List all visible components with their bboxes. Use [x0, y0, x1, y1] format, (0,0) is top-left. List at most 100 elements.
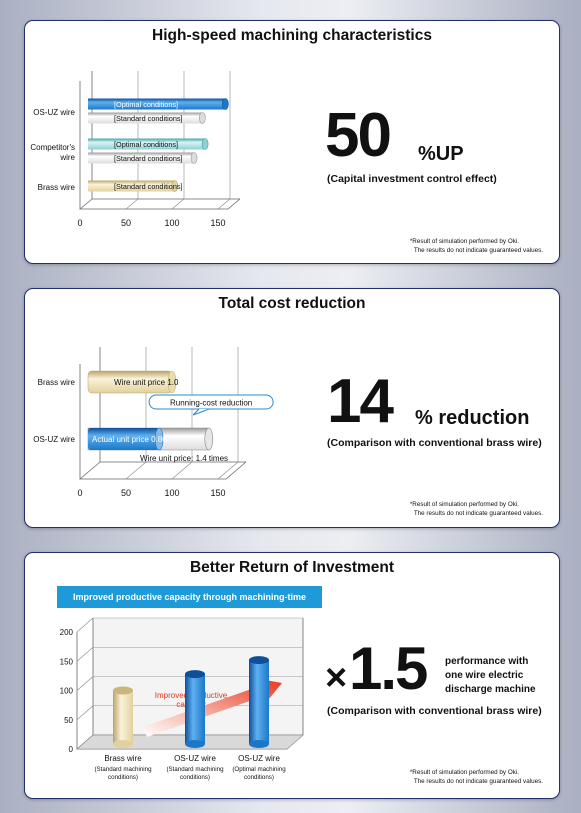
note-line: *Result of simulation performed by Oki. [409, 238, 520, 245]
side-line: discharge machine [445, 684, 536, 695]
bar-cap [154, 427, 164, 451]
category-sublabel: conditions) [108, 774, 138, 781]
bar-cap [167, 370, 177, 394]
tick-label: 150 [60, 657, 74, 666]
tick-label: 0 [77, 218, 82, 228]
gridline [217, 461, 239, 480]
big-number: 50 [325, 101, 392, 170]
bar [88, 112, 203, 124]
panel-cost-reduction: Total cost reduction 0 50 100 150 Wire unit … [24, 288, 560, 528]
tick-label: 100 [60, 687, 74, 696]
bar-cap [113, 686, 133, 695]
big-unit: % reduction [415, 407, 530, 429]
gridline [171, 461, 193, 480]
note-line: The results do not indicate guaranteed v… [413, 509, 543, 517]
category-label: OS-UZ wire [238, 754, 280, 763]
chart-machining-speed: 0 50 100 150 [Optimal conditions] [Standard c… [30, 71, 241, 228]
bar-label: Wire unit price 1.0 [114, 378, 179, 387]
gridline [76, 734, 94, 750]
bar [88, 180, 175, 192]
bar-cap [185, 670, 205, 679]
chart-frame [91, 71, 240, 200]
panel-title: Total cost reduction [218, 295, 366, 312]
bar-label: [Standard conditions] [114, 182, 183, 191]
callout-pointer [192, 408, 210, 416]
gridline [79, 198, 93, 210]
category-sublabel: conditions) [180, 774, 210, 781]
category-sublabel: (Standard machining [94, 766, 152, 773]
bar-label: [Optimal conditions] [114, 140, 178, 149]
bar [88, 98, 226, 110]
bar-label: Actual unit price 0.86 [92, 435, 167, 444]
note-line: *Result of simulation performed by Oki. [409, 769, 520, 776]
disclaimer-note: *Result of simulation performed by Oki. … [410, 769, 543, 786]
tick-label: 50 [64, 716, 73, 725]
gridline [217, 198, 231, 210]
callout-box [148, 394, 274, 410]
side-line: one wire electric [445, 670, 524, 681]
gridline [125, 198, 139, 210]
bar-cap [204, 427, 214, 451]
tick-label: 150 [210, 218, 225, 228]
category-label: Competitor's [30, 143, 75, 152]
big-number: 14 [327, 367, 394, 436]
category-label: Brass wire [104, 754, 142, 763]
caption: (Comparison with conventional brass wire… [327, 705, 542, 717]
category-label: OS-UZ wire [33, 108, 75, 117]
bar [88, 152, 195, 164]
gridline [171, 198, 185, 210]
tick-label: 100 [164, 488, 179, 498]
tick-label: 50 [121, 488, 131, 498]
category-label: wire [59, 153, 75, 162]
category-sublabel: conditions) [244, 774, 274, 781]
category-sublabel: (Standard machining [166, 766, 224, 773]
caption: (Comparison with conventional brass wire… [327, 437, 542, 449]
banner-label: Improved productive capacity through mac… [57, 586, 322, 624]
bar-base [185, 740, 205, 748]
bar [113, 690, 133, 744]
gridline [76, 676, 94, 691]
bar-label: [Standard conditions] [114, 154, 183, 163]
category-label: Brass wire [38, 183, 76, 192]
gridline [76, 705, 94, 720]
tick-label: 100 [164, 218, 179, 228]
bar [88, 428, 160, 450]
panel-roi: Better Return of Investment Improved pro… [24, 552, 560, 799]
chart-cost: 0 50 100 150 Wire unit price 1.0 Actual unit … [33, 347, 274, 498]
tick-label: 50 [121, 218, 131, 228]
gridline [125, 461, 147, 480]
disclaimer-note: *Result of simulation performed by Oki. … [410, 238, 543, 255]
bar [88, 138, 206, 150]
bar-cap [201, 138, 209, 150]
note-line: *Result of simulation performed by Oki. [409, 501, 520, 508]
gridline [76, 617, 94, 633]
note-line: The results do not indicate guaranteed v… [413, 246, 543, 254]
sub-label: Wire unit price: 1.4 times [140, 454, 228, 463]
tick-label: 0 [77, 488, 82, 498]
bar-cap [249, 656, 269, 665]
category-label: OS-UZ wire [174, 754, 216, 763]
category-label: Brass wire [38, 378, 76, 387]
panel-title: Better Return of Investment [189, 559, 395, 576]
bar-base [249, 740, 269, 748]
panel-high-speed: High-speed machining characteristics 0 50… [24, 20, 560, 264]
tick-label: 200 [60, 628, 74, 637]
tick-label: 0 [69, 745, 74, 754]
panel-title: High-speed machining characteristics [152, 27, 432, 44]
bar-cap [190, 152, 198, 164]
bar-label: [Optimal conditions] [114, 100, 178, 109]
category-label: OS-UZ wire [33, 435, 75, 444]
caption: (Capital investment control effect) [327, 173, 497, 185]
bar-cap [199, 112, 206, 124]
tick-label: 150 [210, 488, 225, 498]
category-sublabel: (Optimal machining [232, 766, 286, 773]
growth-arrow [143, 678, 282, 737]
bar-cap [171, 180, 179, 192]
gridline [76, 647, 94, 662]
multiplier-sign: × [325, 657, 348, 699]
bar-base [113, 740, 133, 748]
bar-cap [222, 98, 229, 110]
bar [185, 674, 205, 744]
bar-label: [Standard conditions] [114, 114, 183, 123]
